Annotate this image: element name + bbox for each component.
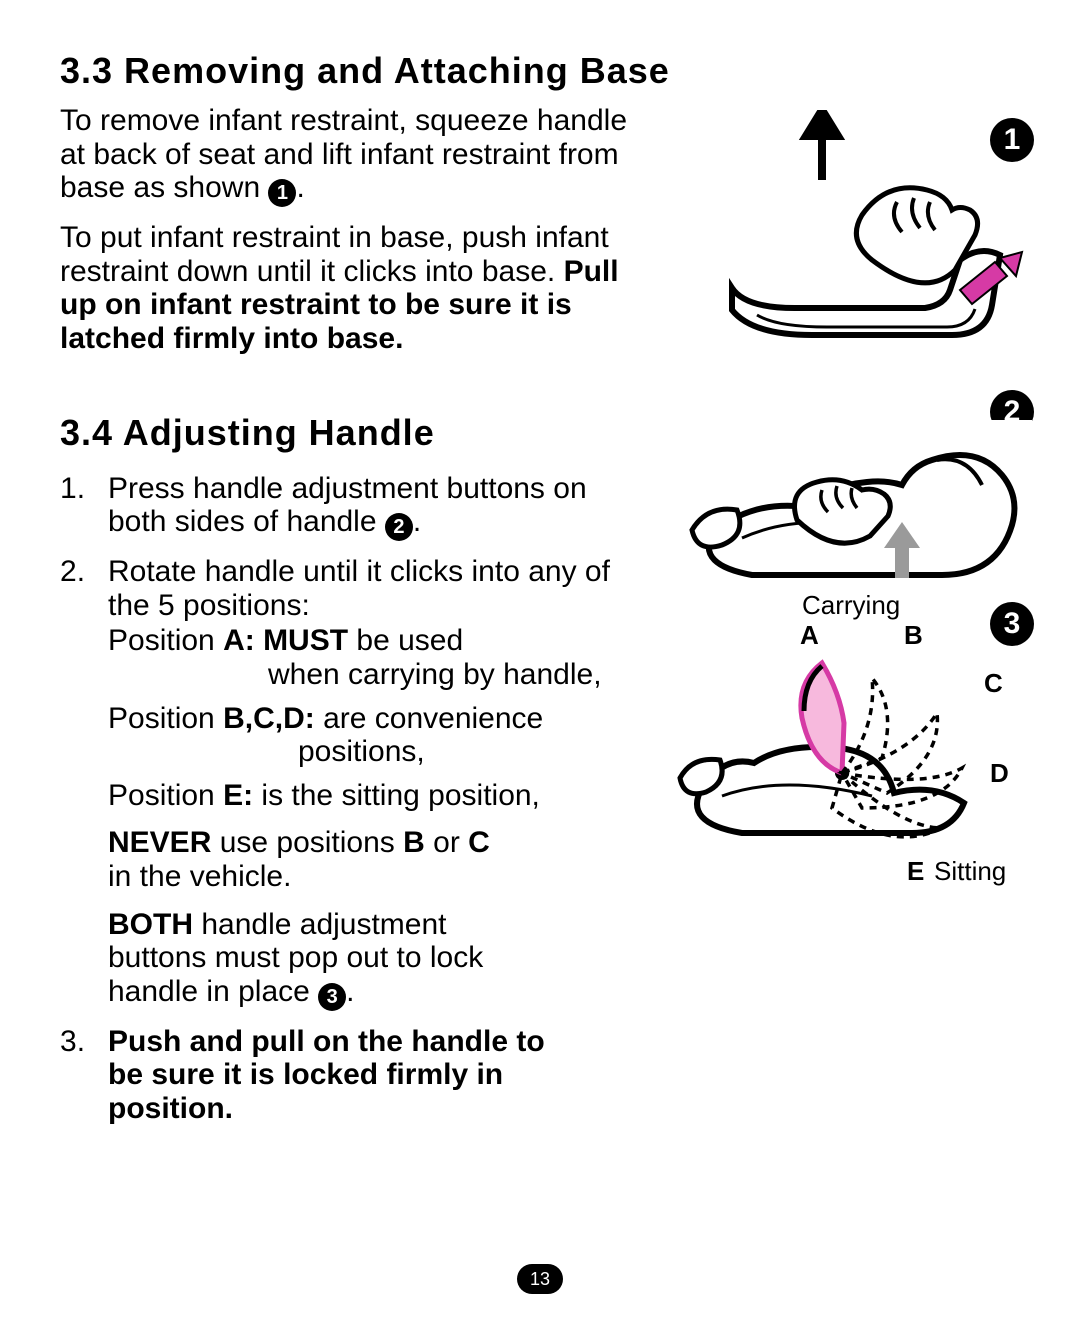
steps-list: Press handle adjustment buttons on both … bbox=[60, 472, 650, 1140]
position-a: Position A: MUST be used when carrying b… bbox=[108, 624, 650, 691]
position-bcd: Position B,C,D: are convenience position… bbox=[108, 702, 650, 769]
figure-3: Carrying A B C D E Sitting bbox=[672, 618, 1032, 918]
both-note: BOTH handle adjustment buttons must pop … bbox=[108, 908, 528, 1011]
s33-para1: To remove infant restraint, squeeze hand… bbox=[60, 104, 640, 207]
callout-3: 3 bbox=[990, 602, 1034, 646]
step-1: Press handle adjustment buttons on both … bbox=[108, 472, 650, 542]
inline-ref-1: 1 bbox=[268, 179, 296, 207]
figure-1 bbox=[702, 110, 1032, 350]
inline-ref-3: 3 bbox=[318, 983, 346, 1011]
heading-3-3: 3.3 Removing and Attaching Base bbox=[60, 50, 1020, 92]
label-a: A bbox=[800, 620, 819, 651]
page-number: 13 bbox=[517, 1264, 563, 1294]
label-d: D bbox=[990, 758, 1009, 789]
inline-ref-2: 2 bbox=[385, 513, 413, 541]
step-3: Push and pull on the handle to be sure i… bbox=[108, 1025, 548, 1126]
heading-3-4: 3.4 Adjusting Handle bbox=[60, 412, 435, 454]
label-carrying: Carrying bbox=[802, 590, 900, 621]
figure-2 bbox=[682, 420, 1032, 590]
label-sitting: Sitting bbox=[934, 856, 1006, 887]
s33-para2: To put infant restraint in base, push in… bbox=[60, 221, 640, 355]
callout-1: 1 bbox=[990, 118, 1034, 162]
label-c: C bbox=[984, 668, 1003, 699]
position-e: Position E: is the sitting position, bbox=[108, 779, 650, 813]
label-e: E bbox=[907, 856, 924, 887]
step-2: Rotate handle until it clicks into any o… bbox=[108, 555, 650, 1011]
never-note: NEVER use positions B or C in the vehicl… bbox=[108, 826, 528, 893]
label-b: B bbox=[904, 620, 923, 651]
